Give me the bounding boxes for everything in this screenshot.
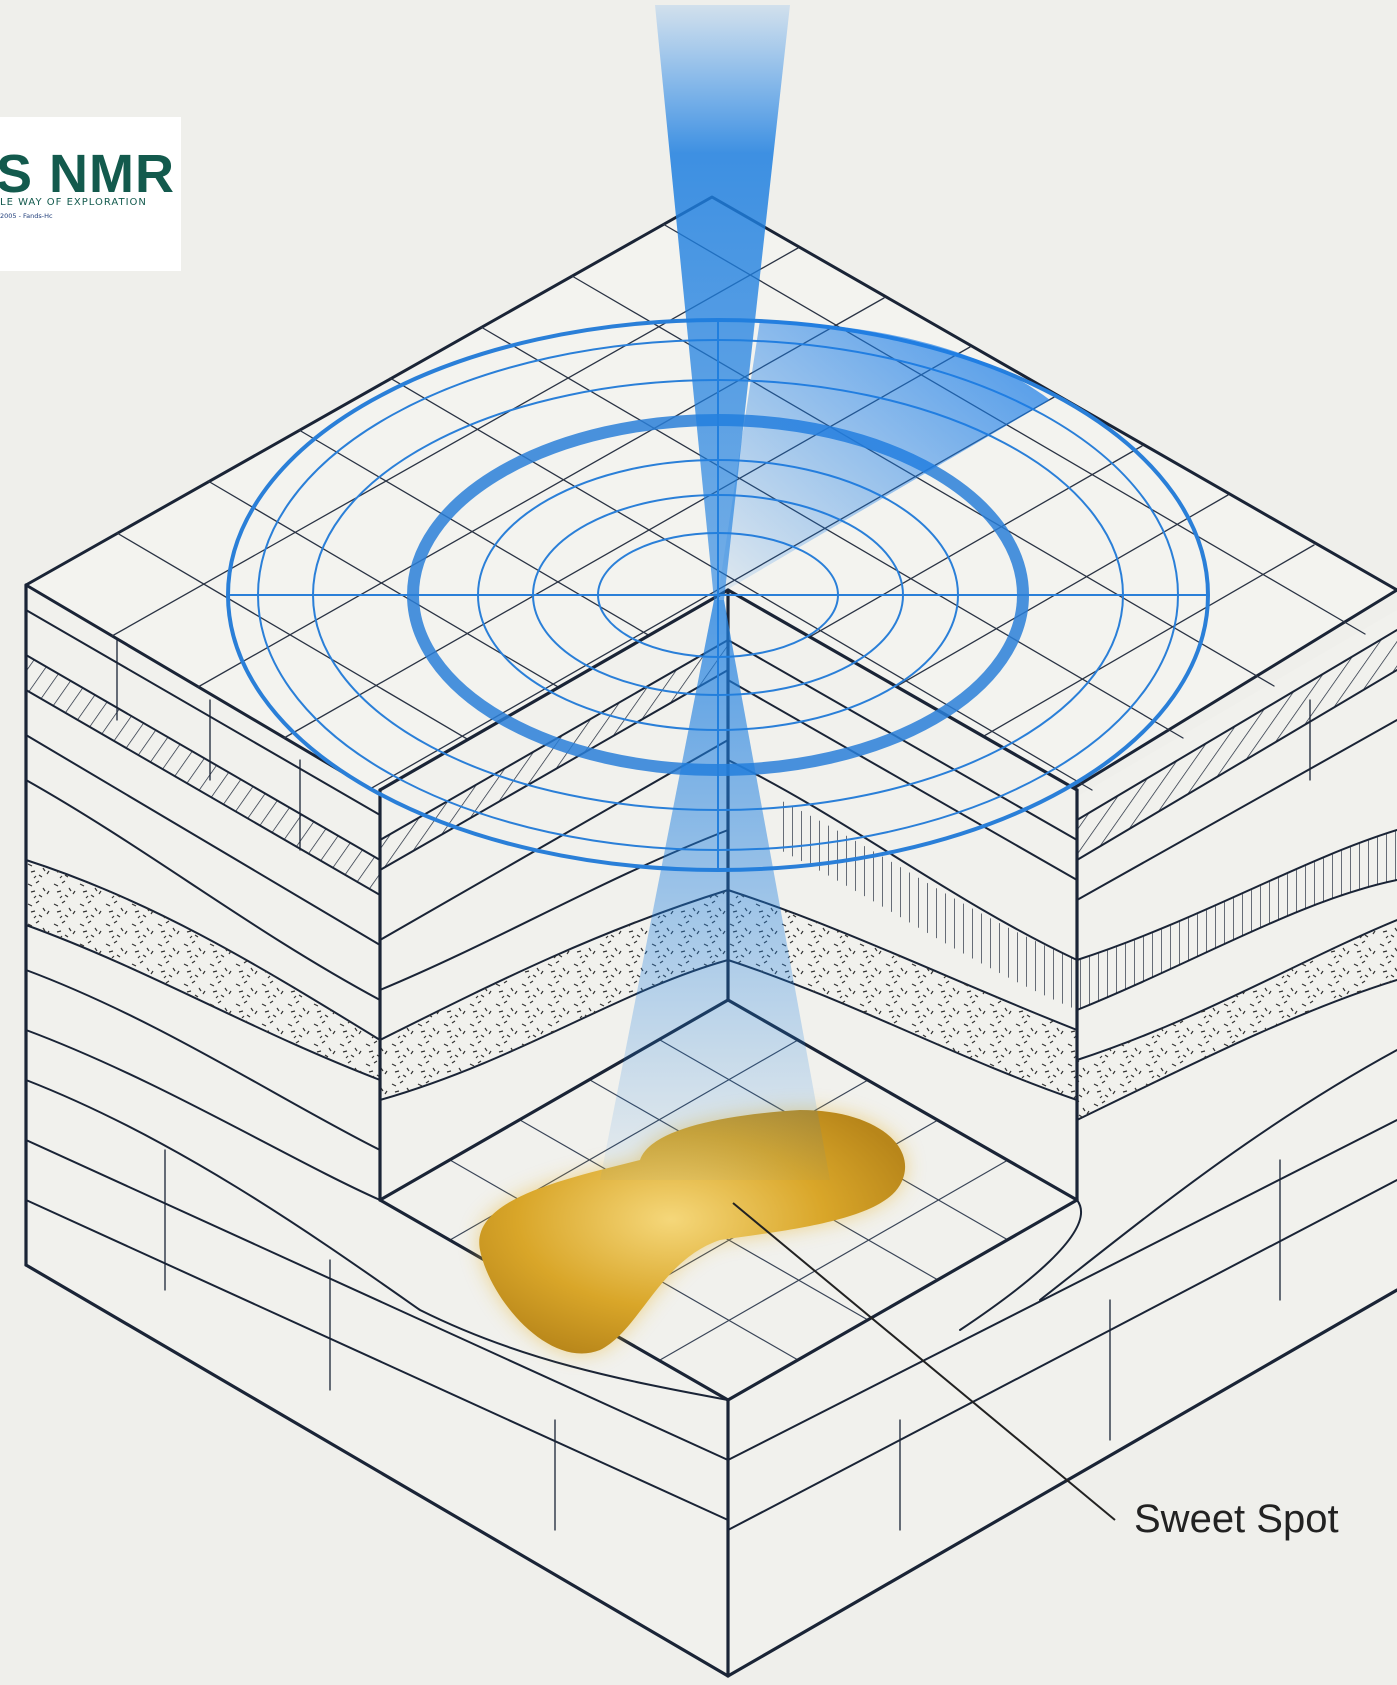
cutaway-hatch-left: [380, 640, 728, 870]
right-vert-layer: [1077, 830, 1397, 1010]
right-speckle-layer: [1077, 920, 1397, 1120]
logo-tagline: LE WAY OF EXPLORATION: [0, 197, 147, 208]
logo-wordmark: S NMR: [0, 144, 175, 204]
cutaway-speckle-left: [380, 890, 728, 1100]
brick-joints: [116, 639, 1311, 1531]
beam-upper: [655, 5, 790, 600]
radar-sweep-wedge: [718, 320, 1050, 595]
cutaway-vert-right: [780, 800, 1077, 1010]
callout-leader-line: [732, 1202, 1116, 1521]
cutaway-speckle-right: [728, 890, 1077, 1100]
left-face: [26, 585, 728, 1676]
beam-lower: [600, 600, 830, 1180]
sweet-spot-label: Sweet Spot: [1134, 1497, 1339, 1541]
company-logo: S NMR LE WAY OF EXPLORATION 2005 - Fands…: [0, 117, 181, 271]
left-speckle-layer: [26, 860, 380, 1080]
logo-subline: 2005 - Fands-Hc: [0, 212, 53, 220]
left-hatch-layer: [26, 655, 380, 895]
right-hatch-layer: [1077, 630, 1397, 860]
left-face-strata: [25, 609, 729, 1521]
